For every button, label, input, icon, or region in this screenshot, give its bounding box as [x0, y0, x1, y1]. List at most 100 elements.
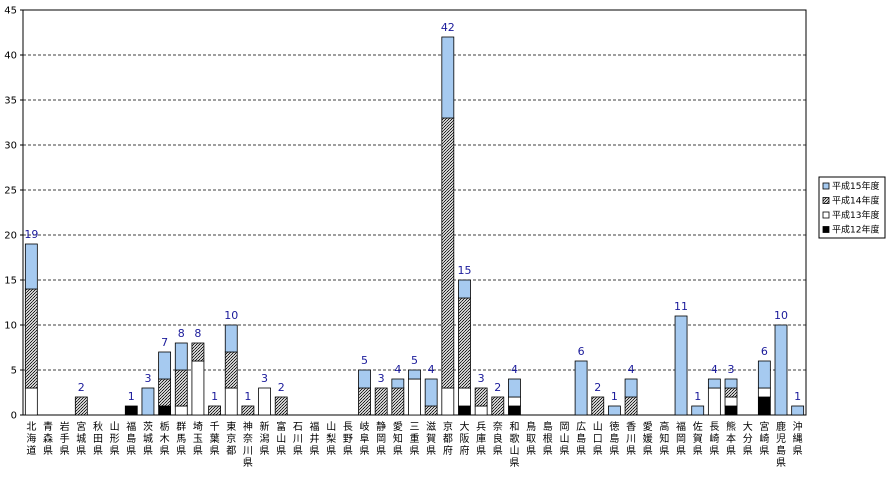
x-tick-label: 都: [443, 433, 453, 445]
x-tick-label: 県: [276, 445, 286, 457]
x-tick-label: 県: [126, 445, 136, 457]
x-tick-label: 岡: [676, 433, 686, 445]
gridlines: [23, 54, 806, 371]
x-tick-label: 県: [793, 445, 803, 457]
x-tick-label: 県: [393, 445, 403, 457]
bar-segment: [691, 405, 705, 416]
x-tick-label: 滋: [426, 420, 436, 433]
x-tick-label: 兵: [476, 420, 486, 433]
bar-segment: [374, 387, 388, 416]
data-label: 5: [361, 354, 368, 367]
bar-segment: [408, 378, 421, 416]
x-tick-label: 県: [509, 457, 519, 469]
bar-segment: [724, 396, 738, 407]
bar-segment: [408, 369, 421, 380]
x-tick-label: 県: [543, 445, 553, 457]
y-axis: 0 5 10 15 20 25 30 35 40 45: [4, 6, 23, 422]
x-tick-label: 都: [226, 445, 236, 457]
bar-segment: [358, 387, 371, 416]
x-tick-label: 本: [726, 432, 736, 445]
x-tick-label: 井: [310, 432, 320, 445]
data-label: 2: [278, 381, 285, 394]
x-tick-label: 新: [260, 420, 270, 433]
x-tick-label: 島: [776, 444, 786, 457]
bar-segment: [474, 405, 488, 416]
bar-segment: [74, 396, 88, 416]
x-axis: 北海道青森県岩手県宮城県秋田県山形県福島県茨城県栃木県群馬県埼玉県千葉県東京都神…: [26, 420, 802, 469]
data-label: 2: [78, 381, 85, 394]
x-tick-label: 県: [426, 445, 436, 457]
x-tick-label: 富: [276, 420, 286, 433]
bar-segment: [424, 405, 438, 416]
bar-segment: [608, 405, 621, 416]
bar-segment: [258, 387, 271, 416]
data-label: 1: [244, 390, 251, 403]
x-tick-label: 佐: [693, 421, 703, 433]
x-tick-label: 崎: [759, 432, 769, 445]
data-label: 4: [394, 363, 401, 376]
x-tick-label: 栃: [160, 420, 170, 433]
bar-segment: [191, 360, 205, 416]
x-tick-label: 県: [193, 445, 203, 457]
x-tick-label: 県: [743, 445, 753, 457]
x-tick-label: 秋: [93, 420, 103, 433]
x-tick-label: 知: [393, 432, 403, 445]
x-tick-label: 山: [276, 433, 286, 445]
data-label: 15: [457, 264, 471, 277]
data-label: 5: [411, 354, 418, 367]
x-tick-label: 宮: [759, 420, 769, 433]
data-label: 3: [478, 372, 485, 385]
data-label: 1: [211, 390, 218, 403]
x-tick-label: 県: [576, 445, 586, 457]
y-tick-label: 15: [4, 276, 17, 287]
x-tick-label: 福: [126, 420, 136, 433]
bars: [24, 36, 805, 416]
legend-swatch: [822, 226, 830, 233]
x-tick-label: 福: [676, 420, 686, 433]
x-tick-label: 長: [343, 421, 353, 433]
x-tick-label: 県: [776, 457, 786, 469]
x-tick-label: 北: [26, 421, 36, 433]
x-tick-label: 県: [76, 445, 86, 457]
bar-segment: [424, 378, 438, 407]
x-tick-label: 県: [376, 445, 386, 457]
x-tick-label: 葉: [210, 432, 220, 445]
x-tick-label: 宮: [76, 420, 86, 433]
x-tick-label: 口: [593, 434, 603, 445]
bar-segment: [508, 396, 521, 407]
x-tick-label: 岡: [376, 433, 386, 445]
x-tick-label: 県: [93, 445, 103, 457]
x-tick-label: 徳: [609, 420, 619, 433]
x-tick-label: 県: [43, 445, 53, 457]
data-label: 4: [628, 363, 635, 376]
data-label: 2: [494, 381, 501, 394]
bar-segment: [624, 378, 638, 398]
bar-segment: [791, 405, 805, 416]
x-tick-label: 県: [110, 445, 120, 457]
bar-segment: [274, 396, 288, 416]
x-tick-label: 島: [543, 420, 553, 433]
y-tick-label: 30: [4, 141, 17, 152]
data-label: 10: [774, 309, 788, 322]
data-label: 11: [674, 300, 688, 313]
x-tick-label: 山: [509, 445, 519, 457]
legend-label: 平成14年度: [832, 195, 879, 207]
x-tick-label: 玉: [193, 434, 203, 445]
x-tick-label: 縄: [793, 432, 803, 445]
x-tick-label: 島: [126, 432, 136, 445]
bar-segment: [158, 405, 172, 416]
x-tick-label: 青: [43, 420, 53, 433]
data-label: 4: [428, 363, 435, 376]
x-tick-label: 馬: [176, 433, 186, 445]
bar-segment: [224, 351, 238, 389]
x-tick-label: 三: [410, 422, 420, 433]
bar-segment: [508, 378, 521, 398]
x-tick-label: 分: [743, 433, 753, 445]
legend-swatch: [822, 211, 830, 219]
x-tick-label: 静: [376, 420, 386, 433]
x-tick-label: 道: [26, 444, 36, 457]
x-tick-label: 知: [659, 432, 669, 445]
bar-segment: [574, 360, 588, 416]
x-tick-label: 県: [709, 445, 719, 457]
bar-segment: [458, 387, 471, 407]
